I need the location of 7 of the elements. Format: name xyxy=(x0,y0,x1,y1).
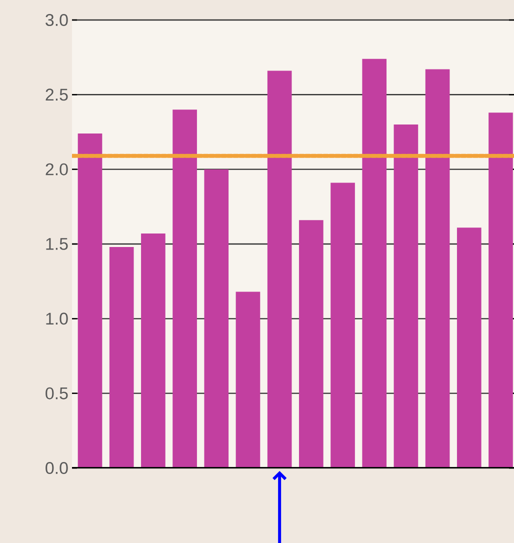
y-tick-label: 0.5 xyxy=(46,387,68,400)
y-tick-label: 0.0 xyxy=(46,462,68,474)
y-tick-label: 2.0 xyxy=(46,163,68,176)
y-tick-label: 2.5 xyxy=(46,88,68,101)
y-tick-label: 1.5 xyxy=(46,238,68,250)
y-tick-label: 3.0 xyxy=(46,14,68,26)
y-tick-label: 1.0 xyxy=(46,312,68,325)
